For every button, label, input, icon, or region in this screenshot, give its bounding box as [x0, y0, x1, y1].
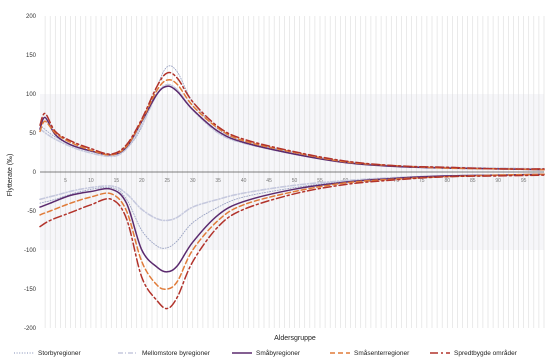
- series-line-smasenter-outflow: [39, 173, 545, 291]
- series-line-spredtbygde-inflow: [39, 71, 545, 170]
- legend-label-smaby: Småbyregioner: [256, 349, 301, 357]
- series-line-storby-outflow: [39, 173, 545, 249]
- series-line-smaby-outflow: [39, 173, 545, 273]
- x-tick-label: 5: [64, 178, 67, 184]
- x-tick-label: 55: [317, 178, 323, 184]
- x-tick-label: 75: [419, 178, 425, 184]
- y-tick-label: -150: [24, 287, 37, 293]
- x-tick-label: 25: [164, 178, 170, 184]
- y-axis-title: Flytterate (‰): [7, 154, 14, 197]
- legend-label-storby: Storbyregioner: [38, 350, 81, 357]
- x-axis-ticks: 5 10 15 20 25 30 35 40 45 50 55 60 65 70 75 80 85 90 95: [64, 178, 527, 184]
- x-tick-label: 35: [215, 178, 221, 184]
- y-tick-label: 150: [26, 53, 37, 59]
- legend-label-spredtbygde: Spredtbygde områder: [454, 349, 518, 357]
- x-tick-label: 80: [444, 178, 450, 184]
- series-line-spredtbygde-outflow: [39, 174, 545, 310]
- x-tick-label: 10: [88, 178, 94, 184]
- y-tick-label: 0: [33, 170, 37, 176]
- series-lines: [39, 65, 545, 310]
- legend-label-mellomstore: Mellomstore byregioner: [142, 350, 211, 357]
- x-tick-label: 15: [114, 178, 120, 184]
- y-tick-label: 200: [26, 14, 37, 20]
- x-tick-label: 90: [495, 178, 501, 184]
- legend-label-smasenter: Småsenterregioner: [354, 349, 410, 357]
- y-tick-label: 50: [29, 131, 36, 137]
- y-tick-label: -50: [27, 209, 36, 215]
- x-tick-label: 95: [521, 178, 527, 184]
- x-tick-label: 30: [190, 178, 196, 184]
- x-tick-label: 20: [139, 178, 145, 184]
- x-tick-label: 85: [470, 178, 476, 184]
- y-tick-label: -100: [24, 248, 37, 254]
- x-axis-title: Aldersgruppe: [274, 335, 316, 342]
- legend: Storbyregioner Mellomstore byregioner Småb…: [14, 349, 518, 357]
- y-tick-label: 100: [26, 92, 37, 98]
- x-tick-label: 70: [394, 178, 400, 184]
- y-axis-ticks: -200 -150 -100 -50 0 50 100 150 200: [24, 14, 37, 332]
- x-tick-label: 50: [292, 178, 298, 184]
- x-tick-label: 40: [241, 178, 247, 184]
- y-tick-label: -200: [24, 326, 37, 332]
- x-tick-label: 45: [266, 178, 272, 184]
